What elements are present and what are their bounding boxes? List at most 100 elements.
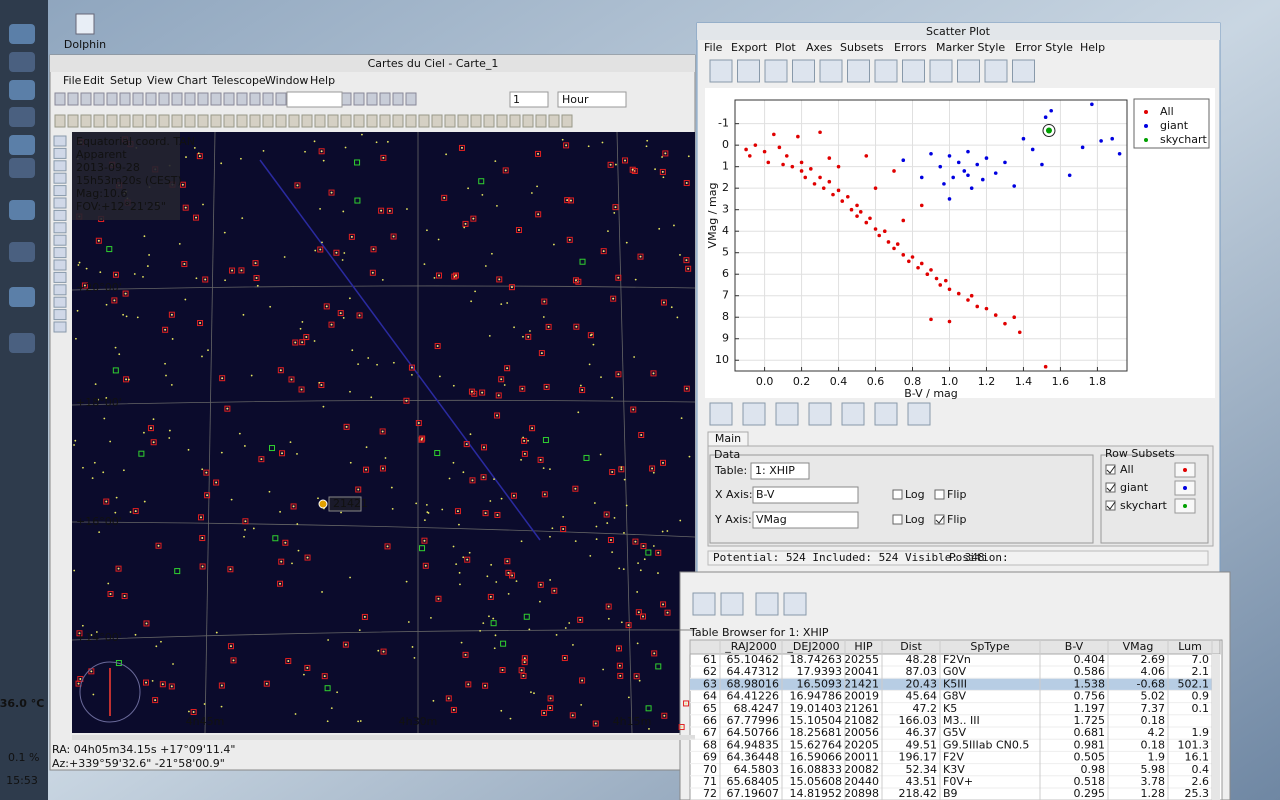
toolbar-button[interactable]: [327, 114, 339, 128]
toolbar-button[interactable]: [106, 114, 118, 128]
toolbar-button[interactable]: [184, 114, 196, 128]
menu-item[interactable]: Telescope: [211, 74, 266, 87]
toolbar-button[interactable]: [819, 59, 843, 83]
checkbox[interactable]: [934, 489, 945, 500]
checkbox[interactable]: [1105, 500, 1116, 511]
toolbar-button[interactable]: [444, 114, 456, 128]
toolbar-button[interactable]: [119, 92, 131, 106]
side-tool[interactable]: [53, 135, 67, 147]
toolbar-button[interactable]: [223, 114, 235, 128]
checkbox[interactable]: [1105, 464, 1116, 475]
launcher[interactable]: [9, 135, 35, 155]
toolbar-button[interactable]: [197, 92, 209, 106]
menu-item[interactable]: Edit: [83, 74, 105, 87]
toolbar-button[interactable]: [119, 114, 131, 128]
toolbar-button[interactable]: [405, 114, 417, 128]
hscroll[interactable]: [72, 735, 695, 740]
toolbar-button[interactable]: [737, 59, 760, 83]
column-header[interactable]: Dist: [900, 640, 922, 653]
toolbar-button[interactable]: [483, 114, 495, 128]
toolbar-button[interactable]: [106, 92, 118, 106]
menu-item[interactable]: File: [63, 74, 82, 87]
toolbar-button[interactable]: [366, 114, 378, 128]
side-tool[interactable]: [53, 209, 67, 221]
spin[interactable]: [509, 91, 549, 108]
side-tool[interactable]: [53, 247, 67, 259]
sky-map[interactable]: [72, 132, 695, 733]
toolbar-button[interactable]: [755, 592, 779, 616]
menu-item[interactable]: View: [147, 74, 173, 87]
checkbox[interactable]: [1105, 482, 1116, 493]
toolbar-button[interactable]: [457, 114, 469, 128]
toolbar-button[interactable]: [145, 92, 157, 106]
side-tool[interactable]: [53, 309, 67, 321]
menu-item[interactable]: Setup: [110, 74, 142, 87]
toolbar-button[interactable]: [314, 114, 326, 128]
launcher[interactable]: [9, 107, 35, 127]
toolbar-button[interactable]: [470, 114, 482, 128]
checkbox[interactable]: [934, 514, 945, 525]
menu-item[interactable]: Errors: [894, 41, 927, 54]
menu-item[interactable]: Plot: [775, 41, 796, 54]
menu-item[interactable]: Help: [1080, 41, 1105, 54]
toolbar-button[interactable]: [522, 114, 534, 128]
toolbar-button[interactable]: [80, 92, 92, 106]
combo[interactable]: [752, 486, 859, 504]
toolbar-button[interactable]: [907, 402, 931, 426]
menu-item[interactable]: Chart: [177, 74, 208, 87]
toolbar-button[interactable]: [288, 114, 300, 128]
toolbar-button[interactable]: [847, 59, 870, 83]
toolbar-button[interactable]: [275, 92, 287, 106]
toolbar-button[interactable]: [720, 592, 744, 616]
toolbar-button[interactable]: [379, 114, 391, 128]
toolbar-button[interactable]: [902, 59, 925, 83]
toolbar-button[interactable]: [67, 92, 79, 106]
toolbar-button[interactable]: [929, 59, 953, 83]
toolbar-button[interactable]: [145, 114, 157, 128]
column-header[interactable]: _DEJ2000: [786, 640, 839, 653]
launcher[interactable]: [9, 52, 35, 72]
toolbar-button[interactable]: [431, 114, 443, 128]
launcher[interactable]: [9, 158, 35, 178]
menu-item[interactable]: Error Style: [1015, 41, 1073, 54]
side-tool[interactable]: [53, 234, 67, 246]
toolbar-button[interactable]: [792, 59, 815, 83]
toolbar-button[interactable]: [366, 92, 378, 106]
vscroll[interactable]: [1212, 654, 1220, 800]
column-header[interactable]: B-V: [1065, 640, 1084, 653]
toolbar-button[interactable]: [223, 92, 235, 106]
toolbar-button[interactable]: [874, 402, 898, 426]
column-header[interactable]: VMag: [1123, 640, 1154, 653]
combo[interactable]: [286, 91, 343, 108]
toolbar-button[interactable]: [392, 114, 404, 128]
toolbar-button[interactable]: [783, 592, 807, 616]
menu-item[interactable]: Window: [265, 74, 308, 87]
toolbar-button[interactable]: [210, 92, 222, 106]
toolbar-button[interactable]: [236, 114, 248, 128]
target[interactable]: [318, 499, 328, 509]
toolbar-button[interactable]: [1012, 59, 1035, 83]
toolbar-button[interactable]: [262, 92, 274, 106]
toolbar-button[interactable]: [158, 114, 170, 128]
toolbar-button[interactable]: [535, 114, 547, 128]
toolbar-button[interactable]: [418, 114, 430, 128]
toolbar-button[interactable]: [548, 114, 560, 128]
toolbar-button[interactable]: [340, 114, 352, 128]
side-tool[interactable]: [53, 197, 67, 209]
menu-item[interactable]: Export: [731, 41, 768, 54]
side-tool[interactable]: [53, 160, 67, 172]
combo[interactable]: [750, 462, 810, 480]
toolbar-button[interactable]: [379, 92, 391, 106]
toolbar-button[interactable]: [80, 114, 92, 128]
toolbar-button[interactable]: [132, 92, 144, 106]
menu-item[interactable]: Marker Style: [936, 41, 1005, 54]
toolbar-button[interactable]: [742, 402, 766, 426]
toolbar-button[interactable]: [184, 92, 196, 106]
toolbar-button[interactable]: [709, 402, 733, 426]
toolbar-button[interactable]: [197, 114, 209, 128]
menu-item[interactable]: Help: [310, 74, 335, 87]
toolbar-button[interactable]: [54, 92, 66, 106]
toolbar-button[interactable]: [54, 114, 66, 128]
toolbar-button[interactable]: [405, 92, 417, 106]
side-tool[interactable]: [53, 222, 67, 234]
